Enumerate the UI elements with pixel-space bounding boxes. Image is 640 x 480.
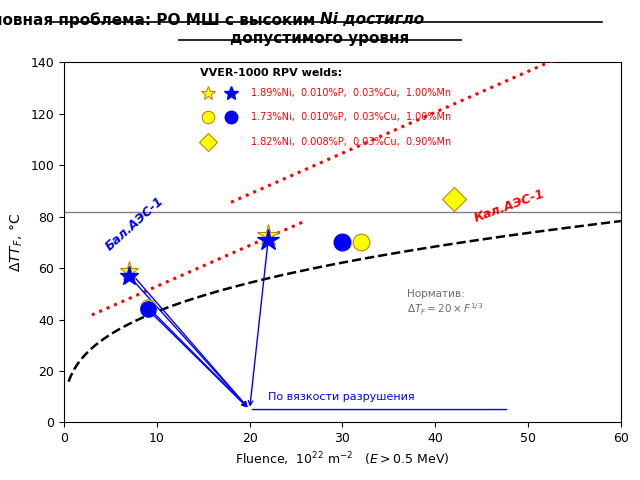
X-axis label: Fluence,  $10^{22}$ m$^{-2}$   $(E>0.5$ MeV$)$: Fluence, $10^{22}$ m$^{-2}$ $(E>0.5$ MeV… (235, 451, 450, 468)
Text: 1.73%Ni,  0.010%P,  0.03%Cu,  1.00%Mn: 1.73%Ni, 0.010%P, 0.03%Cu, 1.00%Mn (250, 112, 451, 122)
Text: Основная проблема: РО МШ с высоким: Основная проблема: РО МШ с высоким (0, 12, 320, 28)
Text: 1.82%Ni,  0.008%P,  0.03%Cu,  0.90%Mn: 1.82%Ni, 0.008%P, 0.03%Cu, 0.90%Mn (250, 137, 451, 147)
Text: допустимого уровня: допустимого уровня (230, 31, 410, 46)
Text: 1.89%Ni,  0.010%P,  0.03%Cu,  1.00%Mn: 1.89%Ni, 0.010%P, 0.03%Cu, 1.00%Mn (250, 88, 451, 98)
Y-axis label: $\Delta TT_F$, °C: $\Delta TT_F$, °C (8, 213, 25, 272)
Text: Кал.АЭС-1: Кал.АЭС-1 (472, 187, 547, 225)
Text: VVER-1000 RPV welds:: VVER-1000 RPV welds: (200, 68, 342, 78)
Text: Норматив:
$\Delta T_F=20\times F^{1/3}$: Норматив: $\Delta T_F=20\times F^{1/3}$ (407, 288, 484, 317)
Text: Бал.АЭС-1: Бал.АЭС-1 (103, 194, 166, 253)
Text: Ni достигло: Ni достигло (320, 12, 424, 27)
Text: По вязкости разрушения: По вязкости разрушения (268, 392, 415, 402)
